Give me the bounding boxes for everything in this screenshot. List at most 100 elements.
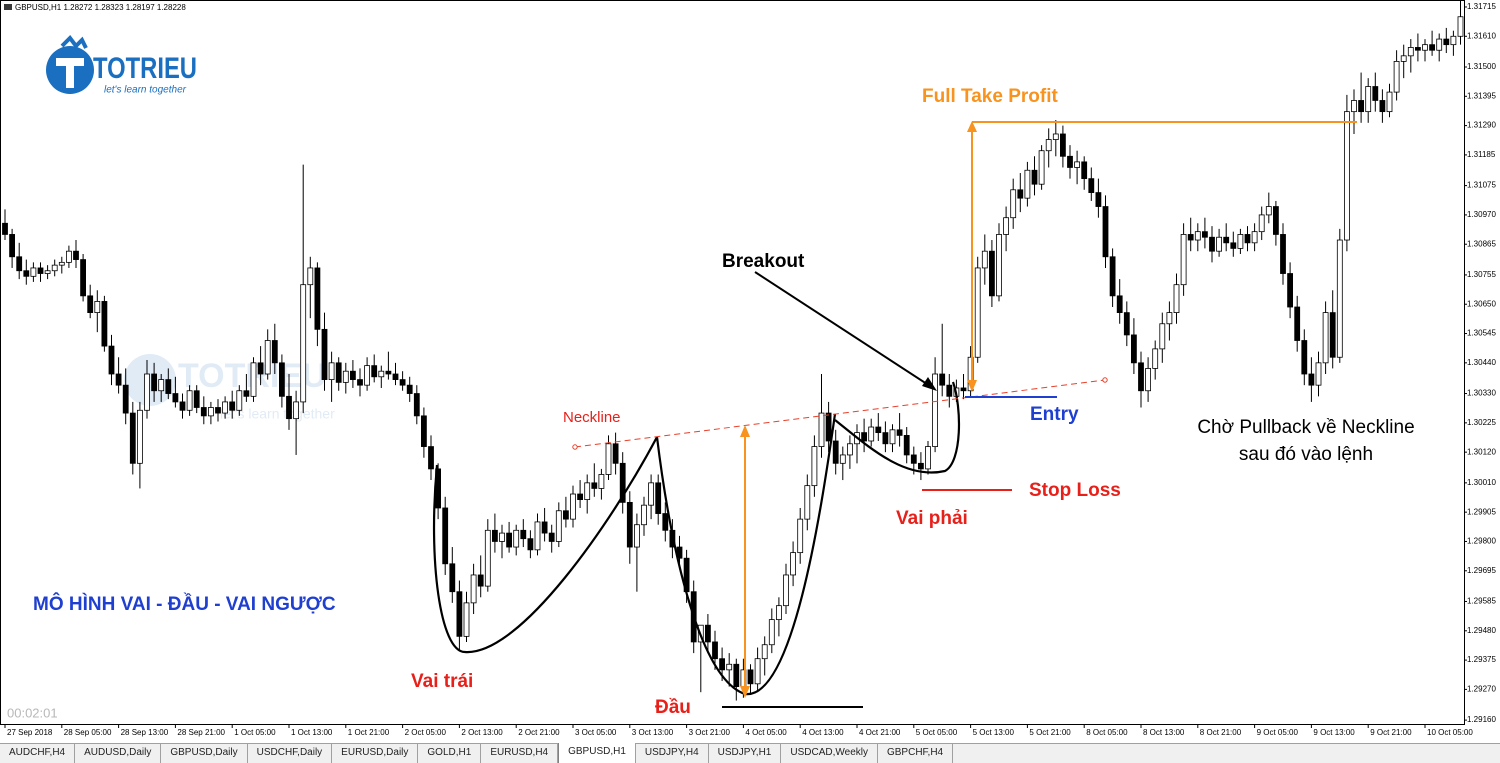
symbol-tab[interactable]: AUDCHF,H4	[0, 744, 76, 763]
candle-body	[1038, 150, 1045, 185]
candle-body	[23, 270, 30, 277]
symbol-tab[interactable]: USDJPY,H1	[709, 744, 782, 763]
y-tick-label: 1.30545	[1467, 329, 1496, 338]
candle-body	[619, 462, 626, 503]
y-tick-label: 1.30120	[1467, 447, 1496, 456]
x-tick-label: 8 Oct 21:00	[1200, 728, 1242, 737]
candle-body	[989, 250, 995, 297]
candle-body	[548, 532, 555, 542]
candle-body	[910, 454, 917, 464]
symbol-tab[interactable]: GBPUSD,H1	[558, 743, 636, 763]
candle-body	[818, 412, 825, 447]
y-tick-label: 1.31075	[1467, 181, 1496, 190]
take-profit-label: Full Take Profit	[922, 86, 1059, 107]
entry-label: Entry	[1030, 404, 1079, 425]
left-shoulder-curve	[432, 436, 658, 654]
candle-body	[87, 295, 94, 313]
candle-body	[115, 373, 122, 386]
y-tick-label: 1.29585	[1467, 597, 1496, 606]
breakout-label: Breakout	[722, 251, 805, 272]
candle-body	[811, 446, 818, 487]
candle-body	[605, 443, 612, 475]
symbol-tab[interactable]: GOLD,H1	[418, 744, 482, 763]
candle-body	[420, 415, 427, 447]
candle-body	[555, 510, 562, 542]
candle-body	[222, 401, 229, 414]
neckline-end	[572, 444, 578, 450]
candle-body	[80, 259, 86, 297]
candle-body	[428, 446, 434, 470]
candle-body	[307, 267, 314, 286]
candle-body	[761, 644, 768, 660]
candle-body	[44, 270, 51, 274]
candle-body	[1415, 47, 1421, 51]
candle-body	[598, 474, 605, 489]
candle-body	[1081, 161, 1088, 180]
candle-body	[1024, 169, 1031, 199]
arrow-head	[967, 121, 977, 132]
candle-body	[499, 532, 505, 542]
candle-body	[506, 532, 513, 548]
candle-body	[1322, 312, 1329, 364]
symbol-tab[interactable]: AUDUSD,Daily	[75, 744, 162, 763]
candle-body	[1109, 256, 1116, 297]
x-tick-label: 28 Sep 05:00	[64, 728, 112, 737]
candle-body	[179, 401, 186, 411]
candle-body	[1443, 38, 1450, 46]
candle-body	[563, 510, 569, 520]
candle-body	[1251, 231, 1258, 244]
tab-bar: AUDCHF,H4 AUDUSD,Daily GBPUSD,Daily USDCHF,…	[0, 743, 1500, 763]
symbol-tab[interactable]: USDCHF,Daily	[248, 744, 333, 763]
right-shoulder-curve	[834, 381, 961, 474]
candle-body	[903, 435, 910, 456]
symbol-tab[interactable]: GBPUSD,Daily	[161, 744, 248, 763]
candle-body	[321, 328, 328, 380]
candle-body	[534, 521, 541, 551]
symbol-tab[interactable]: USDCAD,Weekly	[781, 744, 878, 763]
symbol-tab[interactable]: USDJPY,H4	[636, 744, 709, 763]
symbol-tab[interactable]: EURUSD,Daily	[332, 744, 419, 763]
x-tick-label: 3 Oct 05:00	[575, 728, 617, 737]
candle-body	[207, 407, 214, 417]
candle-body	[797, 518, 804, 554]
candle-body	[641, 504, 647, 526]
candle-body	[1052, 133, 1059, 140]
candle-body	[1060, 133, 1066, 157]
candle-body	[37, 267, 44, 274]
candle-body	[527, 538, 534, 551]
candle-body	[1230, 242, 1237, 249]
candle-body	[1400, 55, 1407, 62]
neckline-label: Neckline	[563, 409, 621, 426]
candle-body	[1067, 155, 1073, 168]
x-tick-label: 1 Oct 13:00	[291, 728, 333, 737]
candle-body	[328, 362, 335, 380]
candle-body	[129, 412, 136, 464]
candle-body	[626, 501, 633, 548]
candle-body	[250, 362, 257, 397]
candle-body	[151, 373, 158, 392]
symbol-tab[interactable]: GBPCHF,H4	[878, 744, 954, 763]
candle-body	[1315, 362, 1322, 386]
x-tick-label: 1 Oct 21:00	[348, 728, 390, 737]
candle-body	[726, 663, 733, 671]
candle-body	[712, 641, 718, 660]
candle-body	[925, 446, 931, 470]
y-tick-label: 1.31715	[1467, 2, 1496, 11]
candle-body	[896, 429, 903, 436]
candle-body	[264, 340, 271, 375]
x-tick-label: 9 Oct 05:00	[1257, 728, 1299, 737]
candle-body	[1450, 35, 1457, 46]
candle-body	[591, 482, 598, 489]
candle-body	[1273, 206, 1279, 235]
y-tick-label: 1.30650	[1467, 299, 1496, 308]
y-tick-label: 1.31500	[1467, 62, 1496, 71]
candle-body	[1336, 239, 1343, 358]
candle-body	[1258, 214, 1265, 233]
candle-body	[1308, 373, 1315, 386]
candle-body	[1358, 100, 1364, 113]
symbol-tab[interactable]: EURUSD,H4	[481, 744, 559, 763]
candle-body	[1365, 86, 1372, 113]
candle-body	[1173, 284, 1180, 313]
x-tick-label: 8 Oct 05:00	[1086, 728, 1128, 737]
candle-body	[825, 412, 832, 442]
